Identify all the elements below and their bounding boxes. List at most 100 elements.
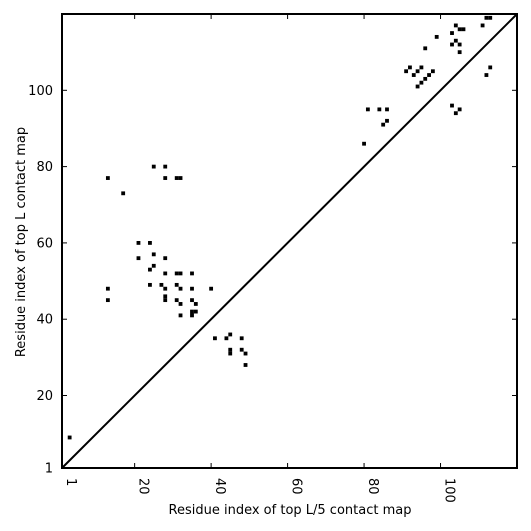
upper-contact-8 [411, 73, 416, 77]
upper-contact-30 [484, 15, 489, 20]
lower-contact-39 [224, 336, 229, 341]
y-tick-label-60: 60 [36, 236, 53, 251]
upper-contact-2 [377, 107, 382, 112]
upper-contact-29 [480, 23, 485, 28]
lower-contact-8 [151, 252, 156, 257]
lower-contact-36 [190, 313, 194, 318]
lower-contact-41 [228, 347, 233, 352]
upper-contact-23 [457, 27, 462, 32]
lower-contact-20 [163, 294, 168, 299]
upper-contact-11 [423, 76, 428, 81]
lower-contact-27 [178, 313, 183, 318]
lower-contact-15 [159, 282, 164, 287]
upper-contact-22 [453, 23, 458, 28]
lower-contact-18 [163, 256, 168, 261]
lower-contact-4 [105, 298, 110, 303]
lower-contact-32 [190, 298, 194, 303]
upper-contact-1 [365, 107, 370, 112]
lower-contact-44 [239, 347, 244, 352]
upper-contact-31 [488, 15, 493, 20]
upper-contact-7 [408, 65, 412, 70]
y-tick-label-40: 40 [36, 313, 53, 328]
upper-contact-24 [461, 27, 466, 32]
lower-contact-0 [67, 435, 72, 440]
x-tick-label-80: 80 [365, 478, 380, 495]
lower-contact-21 [174, 271, 179, 276]
upper-contact-19 [453, 38, 458, 43]
lower-contact-2 [121, 191, 126, 196]
lower-contact-14 [148, 282, 152, 287]
diagonal-line [61, 13, 518, 469]
lower-contact-37 [209, 286, 214, 291]
upper-contact-12 [427, 73, 431, 77]
y-tick-label-100: 100 [28, 84, 53, 99]
x-axis-title: Residue index of top L/5 contact map [169, 503, 412, 518]
y-tick-label-1: 1 [45, 462, 53, 477]
lower-contact-13 [163, 176, 168, 180]
upper-contact-9 [415, 69, 420, 74]
lower-contact-40 [228, 332, 233, 337]
upper-contact-0 [362, 141, 366, 146]
upper-contact-25 [457, 50, 462, 55]
upper-contact-33 [488, 65, 493, 70]
upper-contact-28 [457, 107, 462, 112]
lower-contact-12 [163, 164, 168, 169]
upper-contact-32 [484, 73, 489, 77]
lower-contact-17 [163, 271, 168, 276]
upper-contact-18 [450, 42, 454, 47]
lower-contact-30 [190, 271, 194, 276]
lower-contact-3 [105, 286, 110, 291]
upper-contact-10 [419, 65, 424, 70]
lower-contact-9 [148, 267, 152, 272]
upper-contact-21 [457, 42, 462, 47]
lower-contact-42 [228, 351, 233, 356]
x-tick-label-40: 40 [212, 478, 227, 495]
lower-contact-5 [136, 241, 141, 245]
x-tick-label-100: 100 [442, 478, 457, 503]
lower-contact-19 [163, 298, 168, 303]
lower-contact-25 [174, 298, 179, 303]
lower-contact-28 [174, 176, 179, 180]
lower-contact-29 [178, 176, 183, 180]
x-tick-label-60: 60 [289, 478, 304, 495]
lower-contact-11 [151, 164, 156, 169]
lower-contact-24 [178, 286, 183, 291]
lower-contact-7 [148, 241, 152, 245]
upper-contact-20 [450, 31, 454, 35]
upper-contact-6 [404, 69, 409, 74]
lower-contact-38 [213, 336, 217, 341]
upper-contact-15 [419, 80, 424, 85]
upper-contact-26 [450, 103, 454, 108]
plot-frame [61, 13, 518, 469]
contacts-layer [67, 15, 493, 440]
lower-contact-22 [178, 271, 183, 276]
lower-contact-33 [193, 302, 198, 306]
lower-contact-26 [178, 302, 183, 306]
y-tick-label-20: 20 [36, 389, 53, 404]
lower-contact-16 [163, 286, 168, 291]
upper-contact-14 [415, 84, 420, 89]
upper-contact-3 [385, 107, 389, 112]
lower-contact-35 [193, 309, 198, 314]
lower-contact-1 [105, 176, 110, 180]
lower-contact-23 [174, 282, 179, 287]
upper-contact-4 [381, 122, 386, 127]
lower-contact-46 [243, 363, 248, 367]
upper-contact-16 [423, 46, 428, 51]
lower-contact-34 [190, 309, 194, 314]
y-tick-label-80: 80 [36, 160, 53, 175]
upper-contact-5 [385, 118, 389, 123]
lower-contact-43 [239, 336, 244, 341]
upper-contact-27 [453, 111, 458, 116]
upper-contact-17 [434, 34, 439, 39]
lower-contact-10 [151, 263, 156, 268]
lower-contact-6 [136, 256, 141, 261]
x-tick-label-20: 20 [136, 478, 151, 495]
upper-contact-13 [430, 69, 435, 74]
lower-contact-45 [243, 351, 248, 356]
x-tick-label-1: 1 [63, 478, 78, 486]
lower-contact-31 [190, 286, 194, 291]
y-axis-title: Residue index of top L contact map [14, 127, 29, 357]
